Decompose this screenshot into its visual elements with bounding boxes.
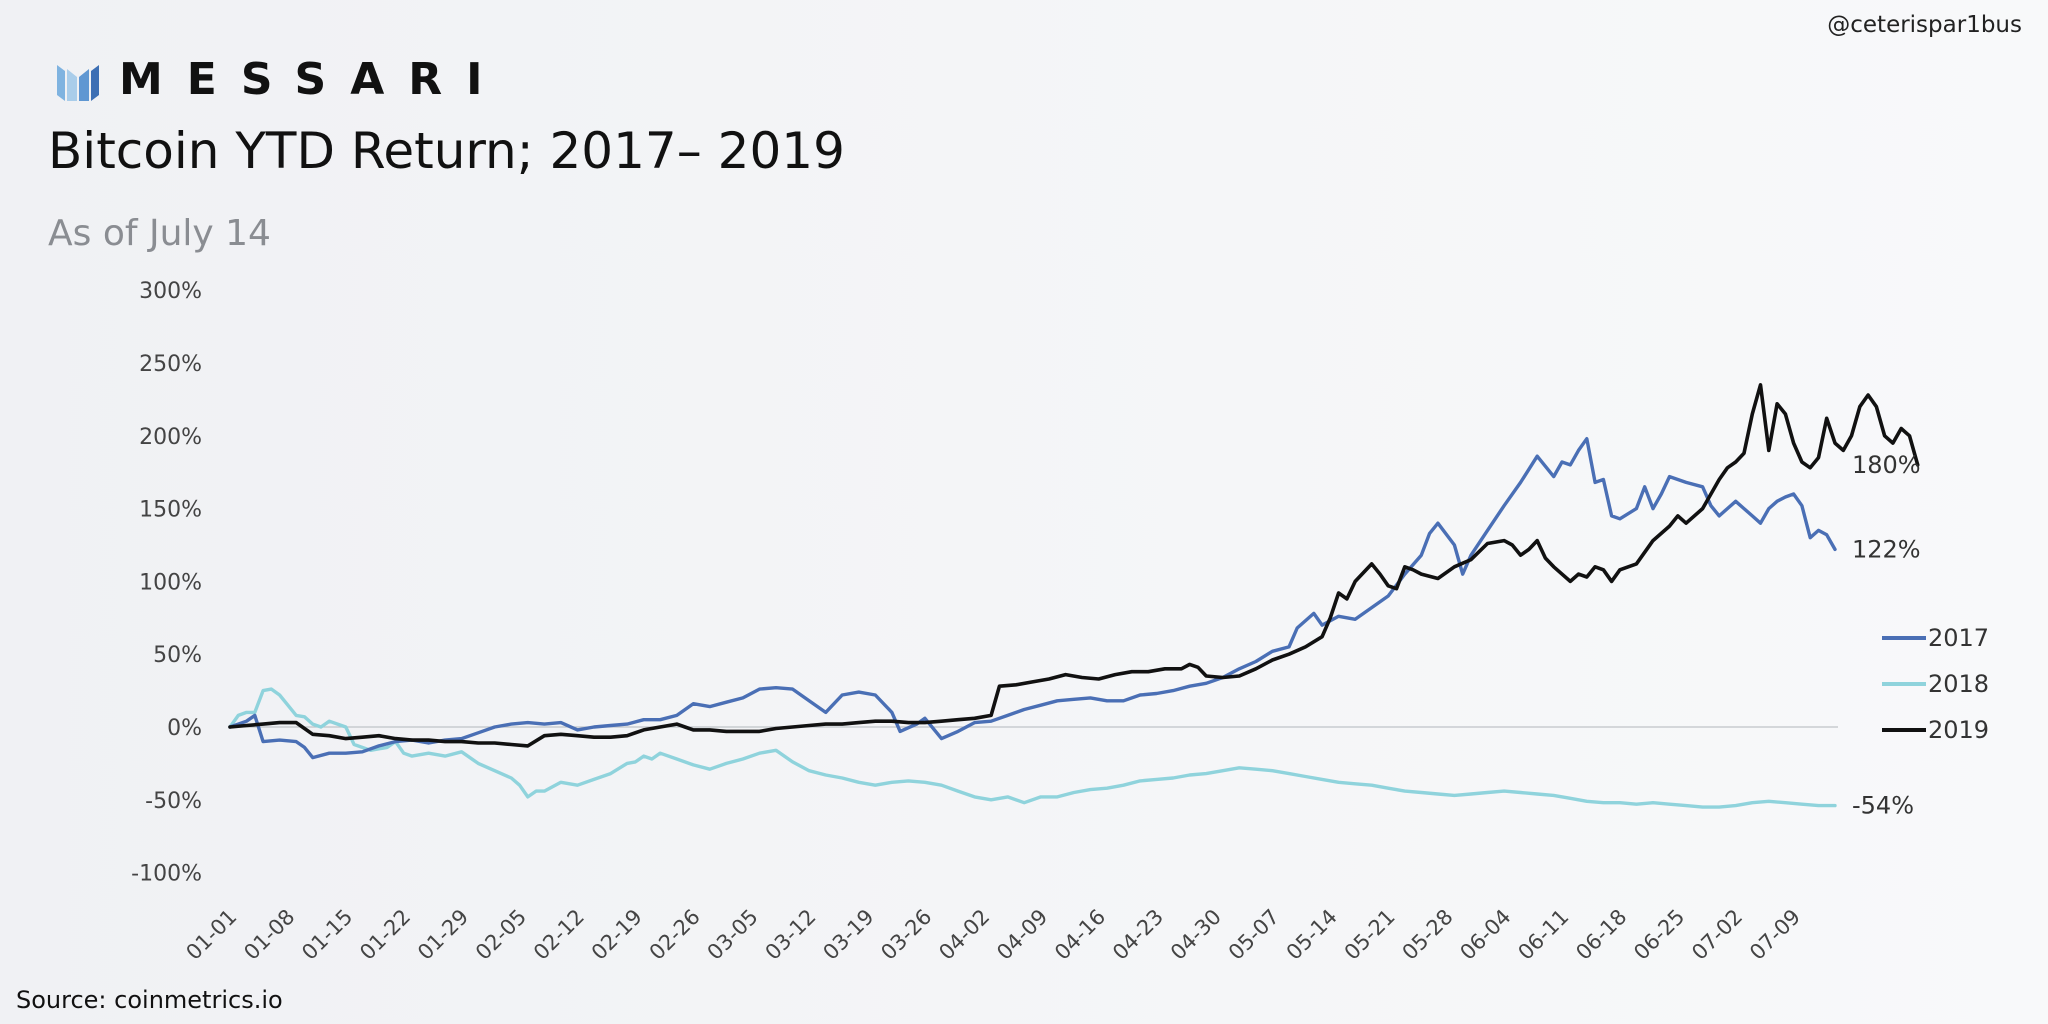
x-tick-label: 04-09 <box>992 905 1052 965</box>
y-tick-label: 100% <box>139 570 202 595</box>
messari-logo-icon <box>57 64 99 101</box>
x-tick-label: 06-25 <box>1629 905 1689 965</box>
x-tick-label: 02-12 <box>529 905 589 965</box>
series-line-2018 <box>228 687 1837 809</box>
x-tick-label: 01-22 <box>355 905 415 965</box>
y-axis: -100% -50% 0% 50% 100% 150% 200% 250% 300% <box>131 279 1838 887</box>
series-layer <box>228 383 1920 809</box>
x-tick-label: 02-19 <box>587 905 647 965</box>
y-tick-label: -50% <box>145 789 202 814</box>
x-tick-label: 04-23 <box>1108 905 1168 965</box>
x-tick-label: 02-26 <box>645 905 705 965</box>
y-tick-label: 50% <box>153 643 202 668</box>
x-tick-label: 05-28 <box>1398 905 1458 965</box>
y-tick-label: 0% <box>167 716 202 741</box>
y-tick-label: 200% <box>139 425 202 450</box>
end-labels: 122% -54% 180% <box>1852 451 1921 820</box>
x-tick-label: 03-05 <box>703 905 763 965</box>
source-note: Source: coinmetrics.io <box>16 986 283 1014</box>
x-tick-label: 05-14 <box>1282 905 1342 965</box>
x-tick-label: 06-18 <box>1571 905 1631 965</box>
x-tick-label: 01-01 <box>181 905 241 965</box>
x-tick-label: 06-11 <box>1513 905 1573 965</box>
messari-logo: MESSARI <box>55 54 507 105</box>
end-label-2017: 122% <box>1852 535 1921 563</box>
legend-label-2017: 2017 <box>1928 624 1989 652</box>
x-tick-label: 01-08 <box>239 905 299 965</box>
legend: 2017 2018 2019 <box>1882 624 1989 744</box>
x-tick-label: 06-04 <box>1455 905 1515 965</box>
x-tick-label: 03-19 <box>818 905 878 965</box>
x-axis: 01-0101-0801-1501-2201-2902-0502-1202-19… <box>181 905 1805 965</box>
x-tick-label: 03-26 <box>876 905 936 965</box>
chart-title: Bitcoin YTD Return; 2017– 2019 <box>48 122 845 180</box>
x-tick-label: 01-29 <box>413 905 473 965</box>
x-tick-label: 04-16 <box>1050 905 1110 965</box>
x-tick-label: 04-02 <box>934 905 994 965</box>
legend-label-2018: 2018 <box>1928 670 1989 698</box>
series-line-2019 <box>228 383 1920 748</box>
x-tick-label: 07-02 <box>1687 905 1747 965</box>
end-label-2018: -54% <box>1852 792 1914 820</box>
x-tick-label: 05-07 <box>1224 905 1284 965</box>
end-label-2019: 180% <box>1852 451 1921 479</box>
x-tick-label: 02-05 <box>471 905 531 965</box>
series-line-2017 <box>228 437 1837 760</box>
x-tick-label: 01-15 <box>297 905 357 965</box>
x-tick-label: 07-09 <box>1745 905 1805 965</box>
y-tick-label: 300% <box>139 279 202 304</box>
y-tick-label: -100% <box>131 862 202 887</box>
chart-subtitle: As of July 14 <box>48 213 271 254</box>
y-tick-label: 250% <box>139 352 202 377</box>
brand-name: MESSARI <box>119 54 507 105</box>
y-tick-label: 150% <box>139 498 202 523</box>
x-tick-label: 05-21 <box>1340 905 1400 965</box>
x-tick-label: 04-30 <box>1166 905 1226 965</box>
x-tick-label: 03-12 <box>761 905 821 965</box>
legend-label-2019: 2019 <box>1928 716 1989 744</box>
author-handle: @ceterispar1bus <box>1827 12 2022 38</box>
